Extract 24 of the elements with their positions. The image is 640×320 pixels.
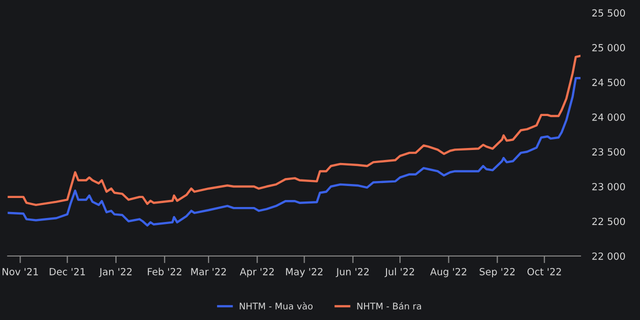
y-tick-label: 25 500 — [592, 9, 625, 17]
legend-label: NHTM - Bán ra — [357, 302, 422, 310]
y-tick-label: 25 000 — [592, 44, 625, 52]
x-tick-label: Jul '22 — [384, 268, 414, 278]
x-tick-label: Oct '22 — [527, 268, 561, 276]
legend-label: NHTM - Mua vào — [240, 302, 313, 310]
x-tick-label: Jun '22 — [336, 268, 369, 278]
x-tick-label: Dec '21 — [50, 268, 85, 276]
line-series — [8, 77, 580, 227]
y-tick-label: 24 500 — [592, 78, 625, 86]
x-tick-label: May '22 — [286, 268, 322, 278]
x-tick-label: Nov '21 — [2, 268, 38, 276]
x-tick-label: Aug '22 — [430, 268, 466, 278]
x-tick-label: Apr '22 — [240, 268, 274, 278]
line-series — [8, 54, 580, 206]
y-tick-label: 22 500 — [592, 218, 625, 226]
x-tick-label: Sep '22 — [480, 268, 515, 278]
y-tick-label: 22 000 — [592, 252, 625, 260]
y-tick-label: 23 000 — [592, 182, 625, 190]
x-tick-label: Mar '22 — [191, 268, 226, 276]
x-tick-label: Jan '22 — [98, 268, 132, 278]
y-tick-label: 23 500 — [592, 148, 625, 156]
x-tick-label: Feb '22 — [148, 268, 182, 276]
y-tick-label: 24 000 — [592, 114, 625, 121]
